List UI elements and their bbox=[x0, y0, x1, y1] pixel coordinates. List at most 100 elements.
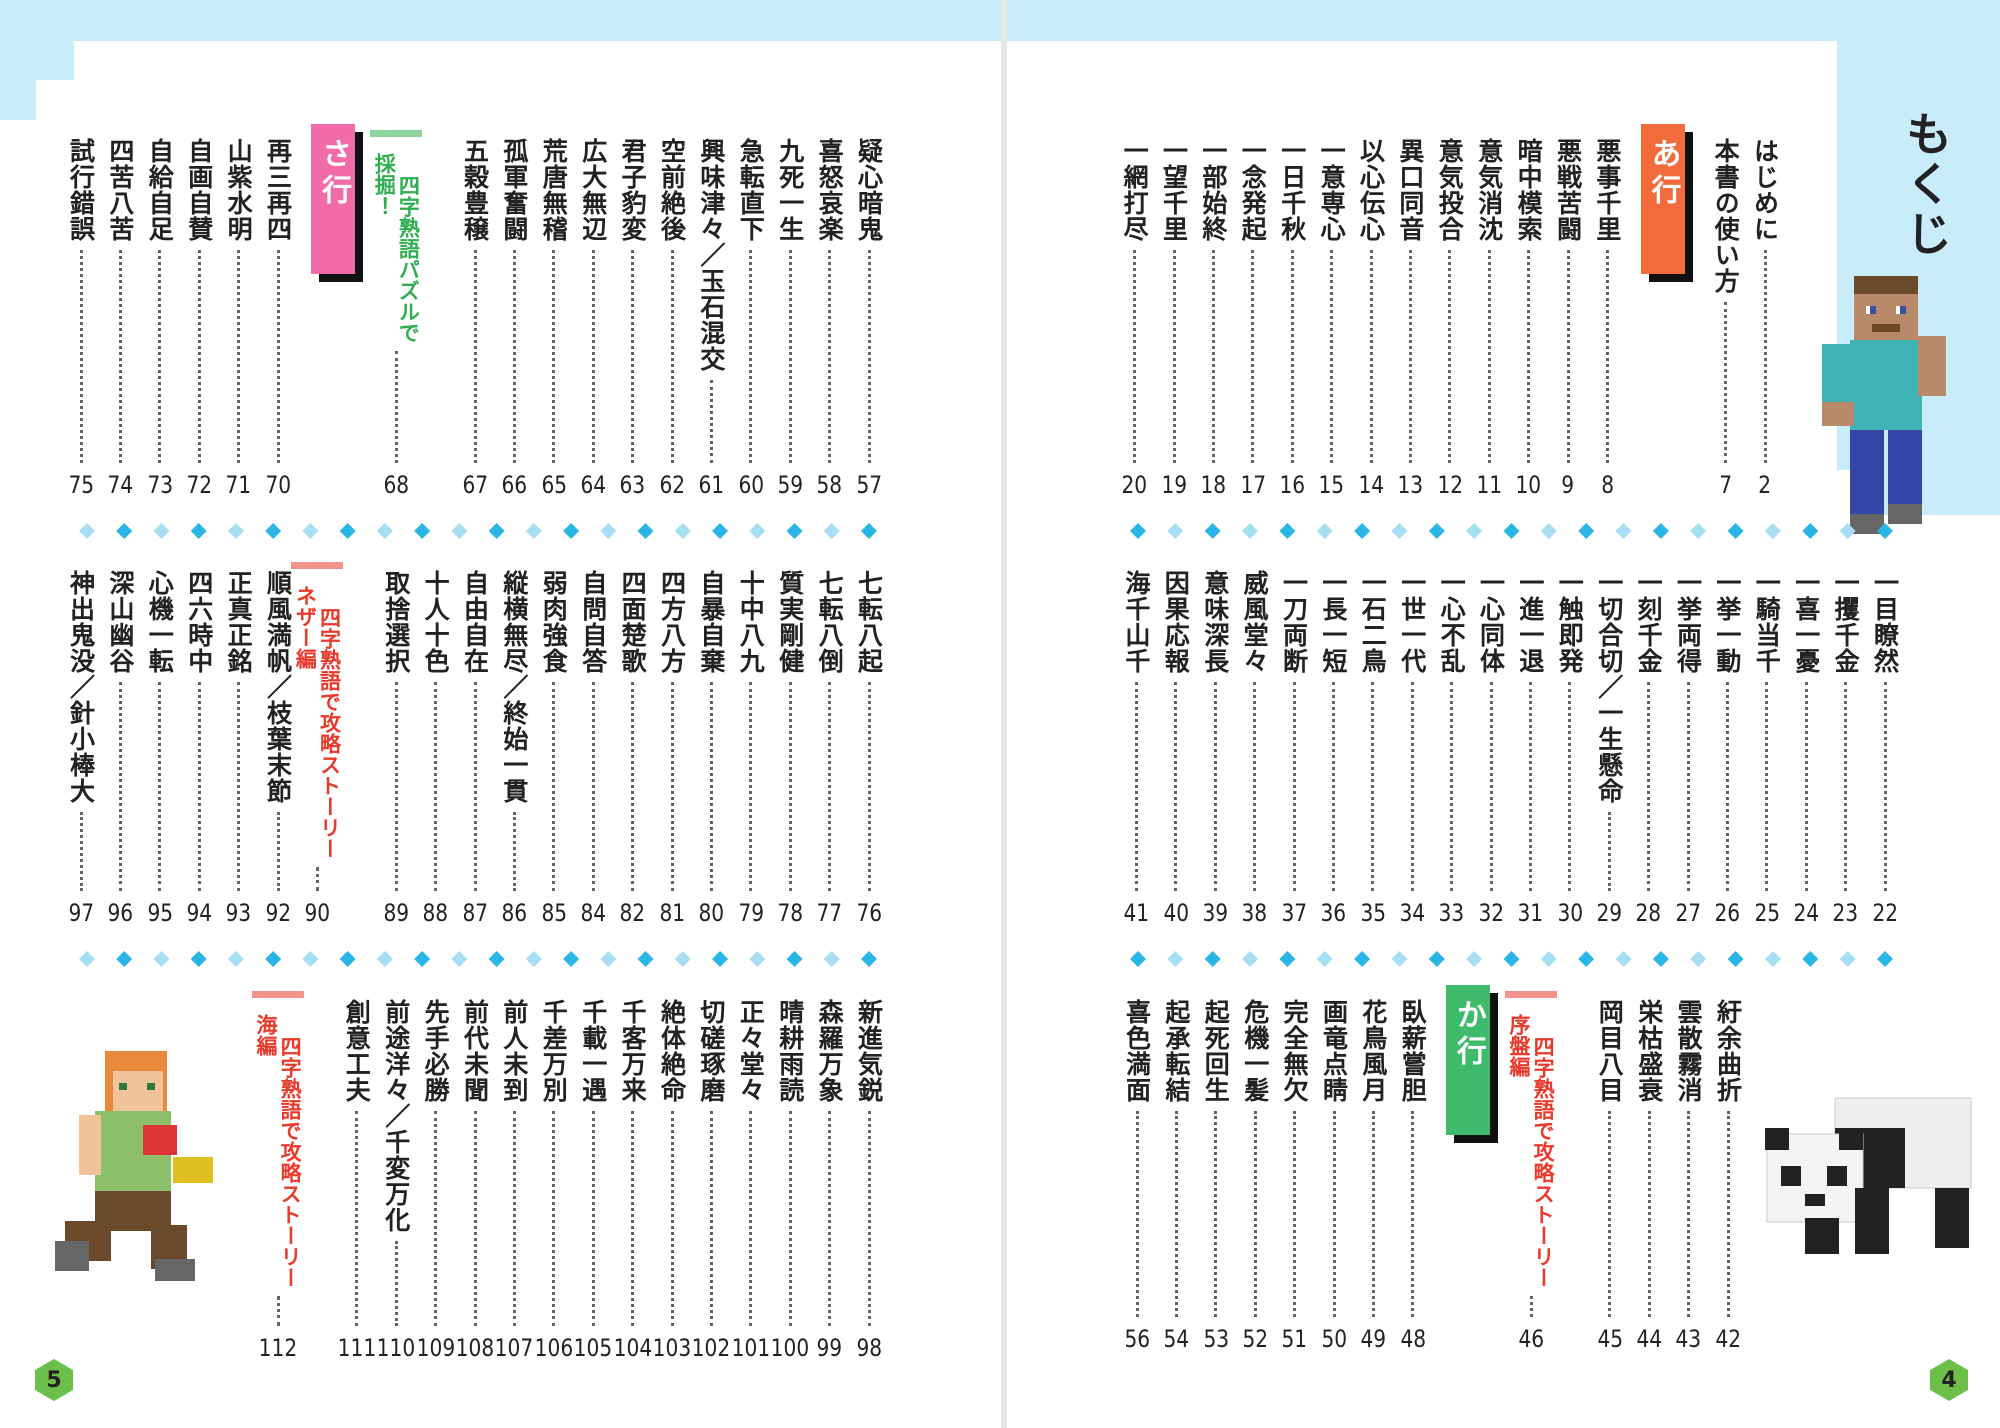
diamond-row bbox=[1130, 523, 1893, 539]
diamond bbox=[749, 523, 766, 539]
entry-text: 四面楚歌 bbox=[618, 570, 648, 674]
entry-text: 花鳥風月 bbox=[1358, 999, 1388, 1103]
page-ref: 104 bbox=[613, 1334, 652, 1362]
diamond bbox=[1503, 523, 1520, 539]
dot-leader bbox=[1331, 682, 1335, 891]
dot-leader bbox=[1293, 1111, 1297, 1317]
toc-entry: 新進気鋭 98 bbox=[847, 999, 891, 1360]
feature-sub: 序盤編 bbox=[1507, 1014, 1531, 1077]
toc-entry: 孤軍奮闘 66 bbox=[492, 138, 536, 497]
toc-entry: 雲散霧消 43 bbox=[1667, 999, 1711, 1351]
page-ref: 11 bbox=[1476, 471, 1503, 499]
dot-leader bbox=[1213, 682, 1217, 891]
page-ref: 102 bbox=[692, 1334, 731, 1362]
dot-leader bbox=[118, 250, 122, 463]
dot-leader bbox=[670, 682, 674, 891]
dot-leader bbox=[1332, 1111, 1336, 1317]
page-ref: 106 bbox=[534, 1334, 574, 1362]
feature-bar bbox=[370, 130, 423, 137]
dot-leader bbox=[197, 682, 201, 891]
diamond bbox=[1242, 523, 1259, 539]
diamond bbox=[265, 951, 282, 967]
entry-text: 威風堂々 bbox=[1240, 570, 1270, 674]
gutter bbox=[1001, 0, 1007, 1428]
entry-text: 異口同音 bbox=[1395, 138, 1425, 242]
entry-text: はじめに bbox=[1750, 138, 1780, 242]
entry-text: 取捨選択 bbox=[381, 570, 411, 674]
page-ref: 48 bbox=[1399, 1325, 1426, 1353]
page-ref: 27 bbox=[1675, 899, 1701, 927]
page-ref: 82 bbox=[619, 899, 646, 927]
entry-text: 五穀豊穣 bbox=[460, 138, 490, 242]
panda-figure bbox=[1765, 1097, 1972, 1254]
dot-leader bbox=[1804, 682, 1808, 891]
toc-entry: 七転八起 76 bbox=[847, 570, 891, 925]
page-ref: 18 bbox=[1200, 471, 1227, 499]
dot-leader bbox=[473, 250, 477, 463]
entry-text: 以心伝心 bbox=[1356, 138, 1386, 242]
dot-leader bbox=[394, 351, 398, 463]
page-ref: 42 bbox=[1715, 1325, 1741, 1353]
entry-text: 暗中模索 bbox=[1514, 138, 1544, 242]
entry-text: 画竜点睛 bbox=[1319, 999, 1349, 1103]
toc-entry: 一心同体 32 bbox=[1469, 570, 1513, 925]
dot-leader bbox=[1725, 682, 1729, 891]
dot-leader bbox=[1647, 1111, 1651, 1317]
page-ref: 66 bbox=[501, 471, 528, 499]
page-ref: 67 bbox=[462, 471, 488, 499]
dot-leader bbox=[1330, 250, 1334, 463]
dot-leader bbox=[512, 250, 516, 463]
diamond bbox=[1652, 951, 1669, 967]
entry-text: 悪戦苦闘 bbox=[1553, 138, 1583, 242]
entry-text: 興味津々／玉石混交 bbox=[696, 138, 726, 372]
section-tab: か行 bbox=[1445, 985, 1490, 1135]
page-ref: 84 bbox=[580, 899, 607, 927]
section-tab-label: さ行 bbox=[316, 138, 352, 210]
dot-leader bbox=[1133, 250, 1137, 463]
dot-leader bbox=[237, 682, 241, 891]
feature-main: 四字熟語で攻略ストーリー bbox=[317, 607, 342, 859]
entry-text: 広大無辺 bbox=[578, 138, 608, 242]
entry-text: 森羅万象 bbox=[815, 999, 845, 1103]
diamond bbox=[414, 951, 431, 967]
page-ref: 72 bbox=[186, 471, 213, 499]
dot-leader bbox=[670, 250, 674, 463]
page-ref: 56 bbox=[1124, 1325, 1150, 1353]
dot-leader bbox=[197, 250, 201, 463]
dot-leader bbox=[867, 682, 871, 891]
page-ref: 39 bbox=[1202, 899, 1229, 927]
feature-entry: 四字熟語で攻略ストーリー 序盤編 46 bbox=[1501, 991, 1561, 1351]
diamond bbox=[600, 951, 617, 967]
dot-leader bbox=[1211, 250, 1215, 463]
diamond bbox=[786, 951, 803, 967]
entry-text: 疑心暗鬼 bbox=[854, 138, 884, 242]
page-ref: 112 bbox=[258, 1334, 298, 1362]
dot-leader bbox=[709, 1111, 713, 1326]
diamond bbox=[637, 523, 654, 539]
toc-entry: 一切合切／一生懸命 29 bbox=[1587, 570, 1631, 925]
entry-text: 一切合切／一生懸命 bbox=[1594, 570, 1624, 804]
diamond bbox=[1764, 523, 1781, 539]
diamond bbox=[1652, 523, 1669, 539]
dot-leader bbox=[1135, 1111, 1139, 1317]
toc-entry: 弱肉強食 85 bbox=[532, 570, 576, 925]
feature-title: 四字熟語で攻略ストーリー 海編 bbox=[254, 1014, 302, 1288]
dot-leader bbox=[1529, 1296, 1533, 1317]
toc-entry: 君子豹変 63 bbox=[611, 138, 655, 497]
diamond bbox=[823, 523, 840, 539]
diamond bbox=[1839, 523, 1856, 539]
dot-leader bbox=[394, 1241, 398, 1326]
page-ref: 53 bbox=[1202, 1325, 1229, 1353]
diamond-row bbox=[1130, 951, 1893, 967]
entry-text: 新進気鋭 bbox=[854, 999, 884, 1103]
dot-leader bbox=[1411, 1111, 1415, 1317]
dot-leader bbox=[749, 250, 753, 463]
entry-text: 急転直下 bbox=[736, 138, 766, 242]
dot-leader bbox=[631, 250, 635, 463]
diamond bbox=[1540, 951, 1557, 967]
toc-entry: 疑心暗鬼 57 bbox=[847, 138, 891, 497]
diamond bbox=[339, 951, 356, 967]
page-ref: 32 bbox=[1478, 899, 1504, 927]
diamond bbox=[79, 523, 95, 539]
page-ref: 24 bbox=[1793, 899, 1820, 927]
